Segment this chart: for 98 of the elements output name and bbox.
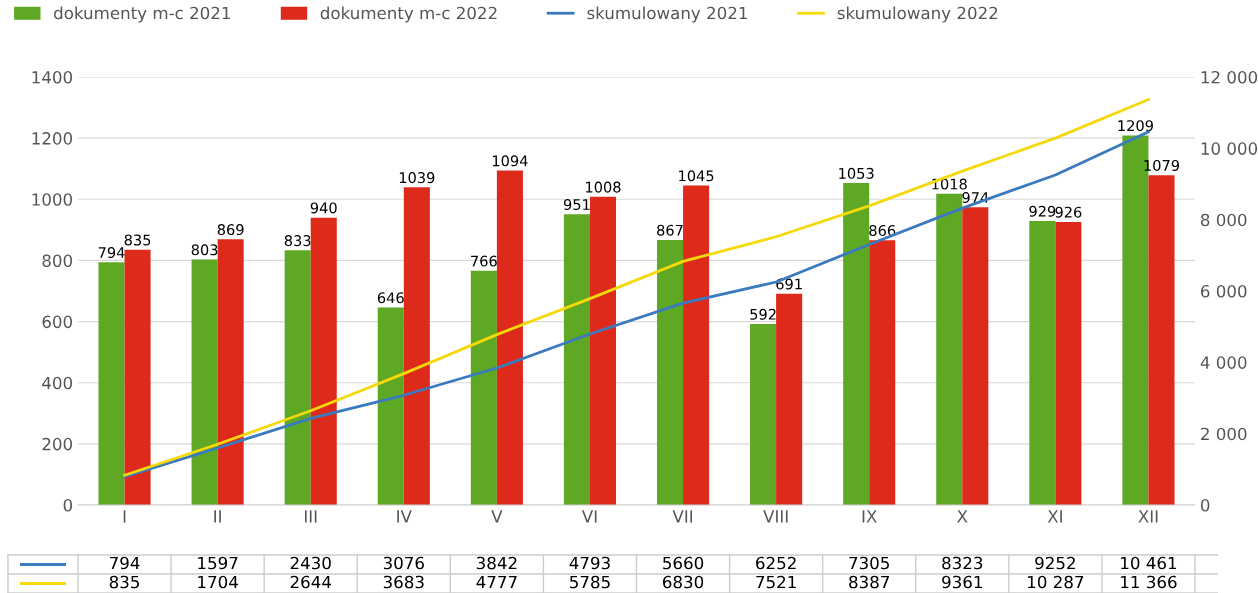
bar	[377, 307, 404, 505]
bar	[869, 240, 896, 505]
y-tick-label: 400	[42, 376, 73, 390]
data-label: 1018	[932, 178, 967, 190]
x-tick-label: I	[123, 510, 126, 523]
x-tick-label: VIII	[763, 510, 788, 523]
data-label: 3076	[383, 556, 424, 570]
y2-tick-label: 0	[1200, 498, 1210, 512]
data-label: 3683	[383, 575, 424, 589]
data-label: 869	[217, 224, 244, 236]
bar	[683, 185, 710, 505]
data-label: 794	[110, 556, 140, 570]
data-label: 5660	[663, 556, 704, 570]
legend-label: skumulowany 2021	[587, 6, 747, 23]
bar	[776, 293, 803, 505]
data-label: 6830	[663, 575, 704, 589]
data-label: 8387	[849, 575, 889, 589]
y2-tick-label: 2 000	[1201, 427, 1247, 441]
bar	[470, 270, 497, 505]
x-tick-label: X	[957, 510, 968, 523]
data-label: 929	[1029, 205, 1056, 217]
data-label: 835	[124, 234, 151, 246]
bar	[496, 170, 523, 505]
x-tick-label: XII	[1138, 510, 1158, 523]
legend-label: dokumenty m-c 2021	[54, 6, 230, 23]
bar	[656, 239, 684, 505]
data-label: 803	[191, 244, 218, 256]
data-label: 4793	[569, 556, 610, 570]
data-label: 867	[657, 224, 683, 236]
data-label: 1597	[198, 556, 238, 570]
data-label: 9361	[942, 575, 982, 589]
y2-tick-label: 12 000	[1201, 70, 1258, 84]
data-label: 1045	[679, 170, 714, 182]
x-tick-label: IX	[862, 510, 877, 523]
data-label: 10 287	[1028, 575, 1084, 589]
bar	[589, 196, 617, 505]
bar	[403, 187, 430, 505]
y-tick-label: 800	[42, 254, 73, 267]
data-label: 926	[1055, 206, 1082, 218]
y2-tick-label: 8 000	[1200, 213, 1247, 227]
bar	[124, 249, 151, 505]
data-label: 1053	[839, 167, 874, 179]
legend-label: skumulowany 2022	[837, 6, 998, 23]
data-label: 7305	[849, 556, 889, 570]
x-tick-label: II	[214, 510, 221, 523]
data-label: 766	[471, 255, 497, 267]
data-label: 1094	[492, 155, 528, 167]
y-tick-label: 0	[63, 498, 73, 512]
bar	[750, 324, 777, 505]
data-label: 940	[310, 202, 337, 214]
data-label: 1008	[586, 181, 621, 193]
bar	[284, 250, 311, 505]
bar	[962, 207, 989, 505]
x-tick-label: IV	[397, 510, 412, 523]
x-tick-label: VII	[672, 510, 693, 523]
y-tick-label: 200	[42, 437, 73, 451]
bar	[1148, 175, 1175, 505]
data-label: 835	[109, 575, 139, 589]
data-label: 2430	[290, 556, 331, 570]
x-tick-label: V	[491, 510, 503, 523]
y2-tick-label: 10 000	[1201, 142, 1258, 155]
data-label: 5785	[570, 575, 610, 589]
legend-label: dokumenty m-c 2022	[320, 6, 497, 23]
y-tick-label: 600	[42, 315, 73, 329]
bar	[98, 262, 125, 505]
bar	[217, 239, 244, 505]
data-label: 592	[750, 308, 776, 320]
bar	[936, 193, 963, 505]
x-tick-label: III	[304, 510, 317, 523]
bar	[1055, 221, 1082, 505]
data-label: 646	[377, 292, 404, 304]
data-label: 794	[98, 247, 125, 259]
data-label: 6252	[756, 556, 796, 570]
bar	[843, 183, 870, 505]
bar	[1029, 220, 1056, 505]
y-tick-label: 1200	[32, 132, 73, 145]
data-label: 2644	[290, 575, 331, 589]
y-tick-label: 1000	[32, 193, 73, 206]
data-label: 1704	[198, 575, 238, 589]
data-label: 833	[284, 235, 311, 247]
data-label: 10 461	[1121, 556, 1177, 570]
data-label: 8323	[942, 556, 983, 570]
data-label: 3842	[476, 556, 517, 570]
x-tick-label: XI	[1047, 510, 1062, 523]
y-tick-label: 1400	[32, 70, 73, 84]
bar	[310, 217, 337, 505]
y2-tick-label: 6 000	[1201, 284, 1247, 298]
data-label: 7521	[756, 575, 796, 589]
bar	[191, 259, 218, 505]
data-label: 1039	[399, 172, 435, 184]
data-label: 951	[563, 199, 590, 211]
x-tick-label: VI	[581, 510, 597, 523]
bar	[563, 214, 590, 505]
y2-tick-label: 4 000	[1200, 356, 1247, 369]
data-label: 1209	[1118, 120, 1153, 132]
data-label: 9252	[1035, 556, 1075, 570]
data-label: 4777	[476, 575, 517, 589]
data-label: 11 366	[1121, 575, 1177, 589]
